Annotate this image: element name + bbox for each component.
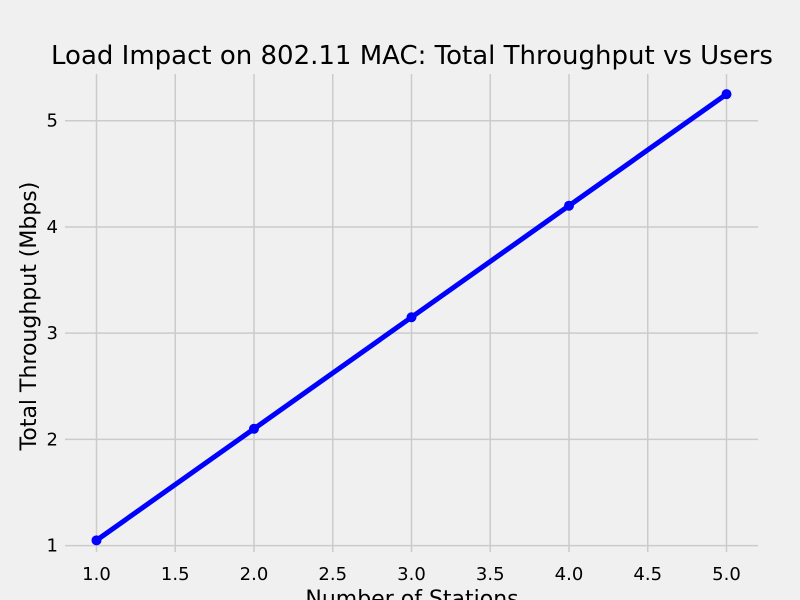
data-point [564,200,574,211]
y-axis-label: Total Throughput (Mbps) [17,182,42,452]
data-point [249,423,259,434]
x-tick-label: 1.5 [161,564,190,585]
x-tick-labels: 1.0 1.5 2.0 2.5 3.0 3.5 4.0 4.5 5.0 [82,564,741,585]
x-tick-label: 4.5 [633,564,662,585]
y-tick-label: 2 [47,429,58,450]
x-tick-label: 3.5 [476,564,505,585]
x-tick-label: 1.0 [82,564,111,585]
x-tick-label: 2.5 [318,564,347,585]
chart-title: Load Impact on 802.11 MAC: Total Through… [51,41,773,71]
data-point [721,89,732,100]
x-axis-label: Number of Stations [305,587,518,600]
y-tick-label: 4 [47,217,58,238]
series-layer [91,89,732,546]
x-tick-label: 4.0 [555,564,584,585]
y-tick-label: 3 [47,323,58,344]
x-tick-label: 3.0 [397,564,426,585]
x-tick-label: 5.0 [712,564,741,585]
y-tick-labels: 1 2 3 4 5 [47,111,58,557]
x-tick-label: 2.0 [240,564,269,585]
data-point [91,535,102,546]
data-point [406,312,417,323]
y-tick-label: 5 [47,111,58,132]
y-tick-label: 1 [47,536,58,557]
